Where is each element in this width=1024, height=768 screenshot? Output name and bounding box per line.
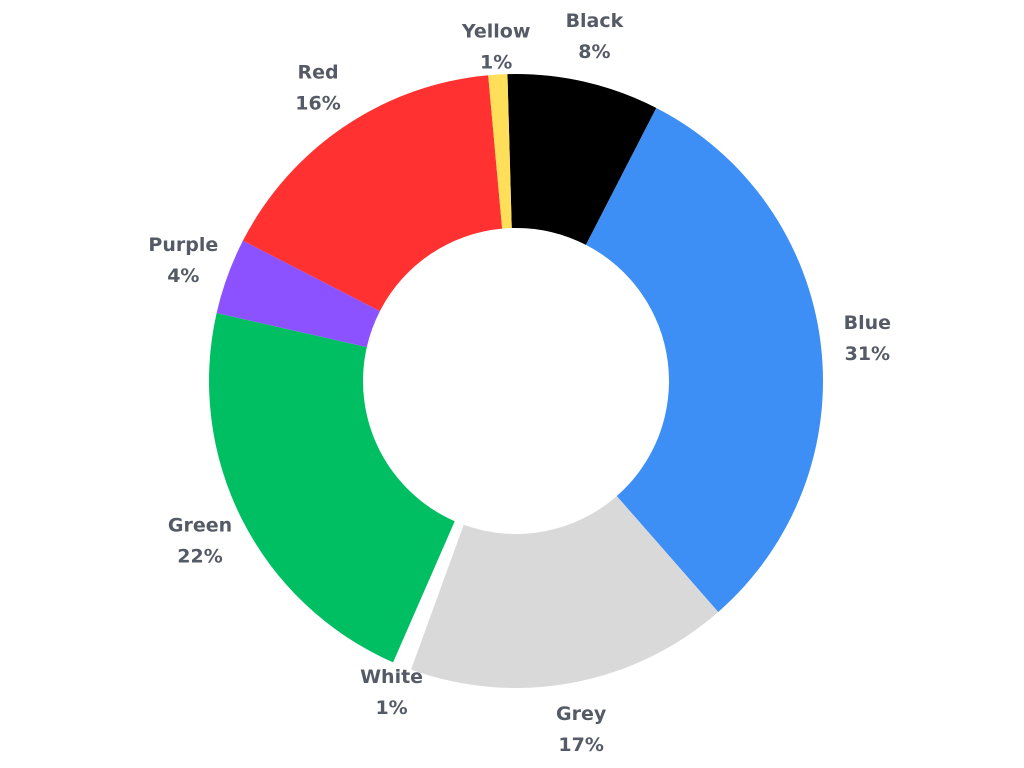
label-value: 1% — [480, 52, 512, 74]
label-value: 4% — [167, 265, 199, 287]
label-grey: Grey 17% — [556, 703, 607, 756]
label-value: 31% — [845, 343, 890, 365]
label-value: 16% — [295, 93, 340, 115]
labels: Black 8% Blue 31% Grey 17% White 1% Green 22% Purp… — [148, 10, 891, 756]
slice-grey — [410, 496, 719, 688]
slice-green — [208, 312, 455, 663]
slice-blue — [585, 107, 823, 612]
label-name: Red — [297, 62, 338, 84]
label-name: White — [360, 666, 423, 688]
slice-purple — [216, 240, 380, 348]
label-green: Green 22% — [168, 515, 232, 568]
slice-red — [242, 75, 503, 312]
slice-black — [507, 74, 657, 245]
label-red: Red 16% — [295, 62, 340, 115]
label-value: 17% — [558, 734, 603, 756]
label-value: 1% — [375, 697, 407, 719]
label-purple: Purple 4% — [148, 234, 218, 287]
slice-white — [393, 521, 464, 670]
label-name: Black — [566, 10, 624, 32]
label-white: White 1% — [360, 666, 423, 719]
label-yellow: Yellow 1% — [461, 21, 531, 74]
label-name: Purple — [148, 234, 218, 256]
label-name: Yellow — [461, 21, 531, 43]
slices — [208, 74, 823, 688]
label-name: Blue — [844, 312, 891, 334]
label-value: 22% — [177, 546, 222, 568]
slice-yellow — [488, 74, 512, 229]
label-value: 8% — [578, 41, 610, 63]
label-black: Black 8% — [566, 10, 624, 63]
label-name: Grey — [556, 703, 607, 725]
label-name: Green — [168, 515, 232, 537]
label-blue: Blue 31% — [844, 312, 891, 365]
